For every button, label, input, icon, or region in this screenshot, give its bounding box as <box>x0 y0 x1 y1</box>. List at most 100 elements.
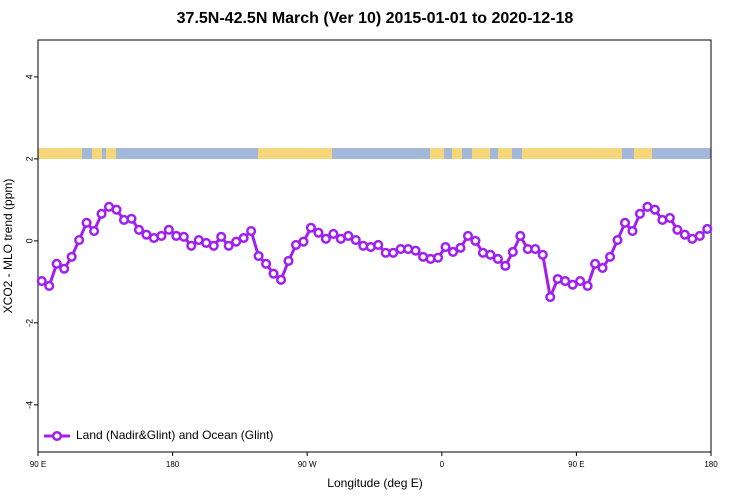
data-point <box>388 247 399 258</box>
data-point <box>694 230 705 242</box>
y-tick-label: 0 <box>24 238 34 243</box>
legend-marker <box>51 430 63 442</box>
data-point <box>66 251 77 262</box>
data-point <box>343 230 354 242</box>
data-point <box>261 258 272 269</box>
series-line <box>40 205 709 303</box>
land <box>452 148 462 159</box>
data-point <box>500 260 511 271</box>
data-point <box>298 236 309 247</box>
land <box>38 148 82 159</box>
data-point <box>605 251 616 262</box>
data-point <box>672 224 683 235</box>
land <box>106 148 116 159</box>
data-point <box>44 280 55 292</box>
data-point <box>126 213 137 224</box>
data-point <box>163 224 174 235</box>
data-point <box>156 230 167 242</box>
land <box>498 148 512 159</box>
x-tick-label: 90 W <box>298 460 317 469</box>
data-point <box>74 235 85 246</box>
data-point <box>238 232 249 244</box>
data-point <box>702 223 713 235</box>
data-point <box>36 276 47 287</box>
x-axis-label: Longitude (deg E) <box>327 476 422 490</box>
data-point <box>455 242 466 253</box>
data-point <box>59 263 70 274</box>
data-point <box>313 227 324 238</box>
data-point <box>649 204 660 215</box>
data-point <box>216 231 227 242</box>
data-point <box>231 236 242 247</box>
data-point <box>515 230 526 242</box>
data-point <box>51 258 62 269</box>
x-tick-label: 180 <box>704 460 718 469</box>
data-point <box>575 276 586 287</box>
data-point <box>373 239 384 251</box>
y-axis-label: XCO2 - MLO trend (ppm) <box>1 179 15 314</box>
data-point <box>567 279 578 290</box>
data-point <box>560 276 571 287</box>
data-point <box>507 246 518 257</box>
data-point <box>223 240 234 251</box>
data-point <box>328 228 339 239</box>
map-band <box>38 148 711 159</box>
data-point <box>470 235 481 246</box>
data-point <box>111 204 122 215</box>
data-point <box>492 253 503 264</box>
land <box>634 148 652 159</box>
data-point <box>275 274 287 285</box>
data-point <box>253 250 264 262</box>
ocean <box>38 148 711 159</box>
data-point <box>208 240 219 251</box>
data-point <box>485 249 496 260</box>
data-point <box>590 258 601 269</box>
data-point <box>597 262 608 273</box>
data-point <box>627 225 638 237</box>
data-point <box>186 240 197 251</box>
data-point <box>619 217 631 228</box>
land <box>430 148 444 159</box>
data-point <box>582 280 593 292</box>
data-point <box>96 208 107 219</box>
data-point <box>433 252 444 263</box>
plot-frame <box>37 39 712 453</box>
data-point <box>320 233 331 244</box>
x-tick-label: 90 E <box>568 460 584 469</box>
data-point <box>89 225 100 237</box>
y-tick-label: 4 <box>24 74 34 79</box>
x-tick-label: 180 <box>166 460 180 469</box>
land <box>472 148 490 159</box>
data-point <box>133 224 144 235</box>
legend-label: Land (Nadir&Glint) and Ocean (Glint) <box>76 428 273 442</box>
data-point <box>305 222 316 233</box>
data-point <box>634 208 646 219</box>
data-point <box>530 244 541 255</box>
y-tick-label: 2 <box>24 156 34 161</box>
x-tick-label: 90 E <box>30 460 46 469</box>
data-point <box>283 255 294 267</box>
data-point <box>268 268 279 279</box>
data-point <box>178 231 189 242</box>
data-point <box>440 241 451 253</box>
data-point <box>410 245 421 256</box>
data-point <box>664 212 675 223</box>
data-point <box>462 230 474 242</box>
data-point <box>81 217 92 228</box>
data-point <box>679 229 690 240</box>
data-point <box>350 235 361 246</box>
chart-title: 37.5N-42.5N March (Ver 10) 2015-01-01 to… <box>177 10 574 27</box>
data-point <box>612 235 623 246</box>
land <box>258 148 332 159</box>
x-tick-label: 0 <box>440 460 445 469</box>
data-point <box>545 291 556 303</box>
y-tick-label: -4 <box>24 401 34 409</box>
land <box>92 148 102 159</box>
land <box>522 148 622 159</box>
data-point <box>447 246 459 257</box>
data-point <box>537 249 548 260</box>
data-point <box>246 225 257 237</box>
y-tick-label: -2 <box>24 319 34 327</box>
